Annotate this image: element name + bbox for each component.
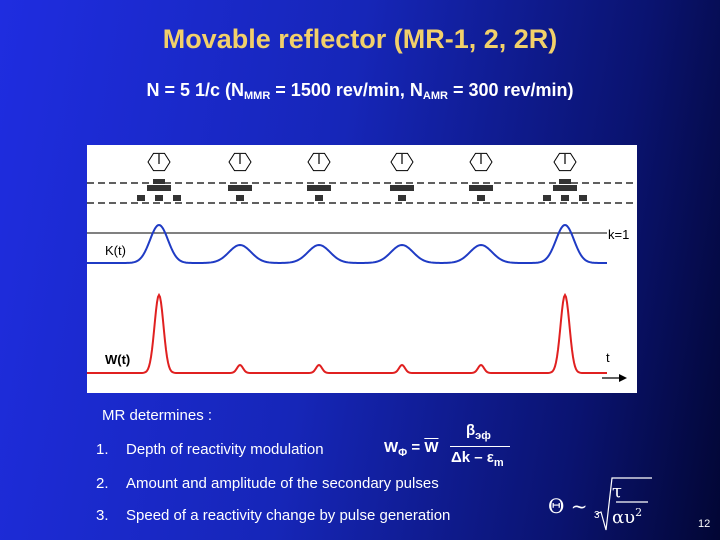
- formula1-den-sub: m: [493, 457, 504, 469]
- formula1-den: Δk – ε: [451, 449, 494, 466]
- item-2-text: Amount and amplitude of the secondary pu…: [126, 475, 439, 492]
- reflector-side-mid-5: [477, 195, 485, 201]
- formula1-denominator: Δk – εm: [451, 449, 504, 469]
- item-1-number: 1.: [96, 441, 109, 458]
- reflector-block-1: [147, 185, 171, 191]
- formula2-numerator: τ: [612, 481, 622, 502]
- subtitle-sub-amr: AMR: [422, 90, 448, 102]
- reflector-diagram: K(t) k=1 W(t) t: [87, 145, 637, 393]
- formula1-lhs: W: [384, 439, 399, 456]
- reflector-side-mid-6: [561, 195, 569, 201]
- reflector-side-mid-1: [155, 195, 163, 201]
- w-curve-label: W(t): [105, 352, 131, 367]
- reflector-block-6: [553, 185, 577, 191]
- k-curve-label: K(t): [105, 243, 126, 258]
- formula2-den: αυ: [612, 507, 636, 528]
- list-item-2: 2. Amount and amplitude of the secondary …: [96, 475, 439, 492]
- reflector-block-3: [307, 185, 331, 191]
- reflector-side-mid-2: [236, 195, 244, 201]
- formula1-fraction-bar: [450, 446, 510, 447]
- slide-subtitle: N = 5 1/c (NMMR = 1500 rev/min, NAMR = 3…: [0, 80, 720, 102]
- k1-line-label: k=1: [608, 227, 630, 242]
- item-3-number: 3.: [96, 507, 109, 524]
- k-curve: [87, 223, 607, 264]
- reflector-block-5: [469, 185, 493, 191]
- reflector-side-left-1: [137, 195, 145, 201]
- subtitle-suffix: = 300 rev/min): [447, 80, 574, 100]
- w-curve: [87, 292, 607, 374]
- list-item-3: 3. Speed of a reactivity change by pulse …: [96, 507, 450, 524]
- formula1-numerator: βэф: [466, 422, 491, 442]
- item-2-number: 2.: [96, 475, 109, 492]
- slide-title: Movable reflector (MR-1, 2, 2R): [162, 24, 558, 54]
- reflector-top-6: [559, 179, 571, 184]
- formula1-w: W: [424, 439, 439, 456]
- reflector-block-2: [228, 185, 252, 191]
- reflector-side-right-6: [579, 195, 587, 201]
- mr-determines-heading: MR determines :: [102, 407, 213, 424]
- formula1-eq: =: [407, 439, 425, 456]
- reflector-block-4: [390, 185, 414, 191]
- subtitle-prefix: N = 5 1/c (N: [146, 80, 245, 100]
- reflector-side-right-1: [173, 195, 181, 201]
- formula1-beta: β: [466, 422, 476, 439]
- list-item-1: 1. Depth of reactivity modulation: [96, 441, 324, 458]
- t-axis-arrow-head: [619, 374, 627, 382]
- diagram-svg: [87, 152, 637, 382]
- page-number: 12: [698, 518, 711, 530]
- formula2-root-index: 3: [594, 510, 600, 521]
- formula1-beta-sub: эф: [475, 430, 491, 442]
- formula2-den-sup: 2: [635, 506, 643, 519]
- item-3-text: Speed of a reactivity change by pulse ge…: [126, 507, 451, 524]
- formula2-radical: [595, 477, 652, 531]
- formula2-denominator: αυ2: [612, 506, 642, 528]
- subtitle-sub-mmr: MMR: [244, 90, 271, 102]
- t-axis-label: t: [606, 350, 610, 365]
- formula2-lhs: Θ ~: [548, 494, 588, 518]
- reflector-side-mid-4: [398, 195, 406, 201]
- formula1-lhs-sub: Φ: [398, 447, 408, 459]
- subtitle-mid: = 1500 rev/min, N: [270, 80, 423, 100]
- reflector-top-1: [153, 179, 165, 184]
- reflector-side-left-6: [543, 195, 551, 201]
- reflector-side-mid-3: [315, 195, 323, 201]
- formula-wphi: WΦ = W: [384, 439, 438, 459]
- item-1-text: Depth of reactivity modulation: [126, 441, 324, 458]
